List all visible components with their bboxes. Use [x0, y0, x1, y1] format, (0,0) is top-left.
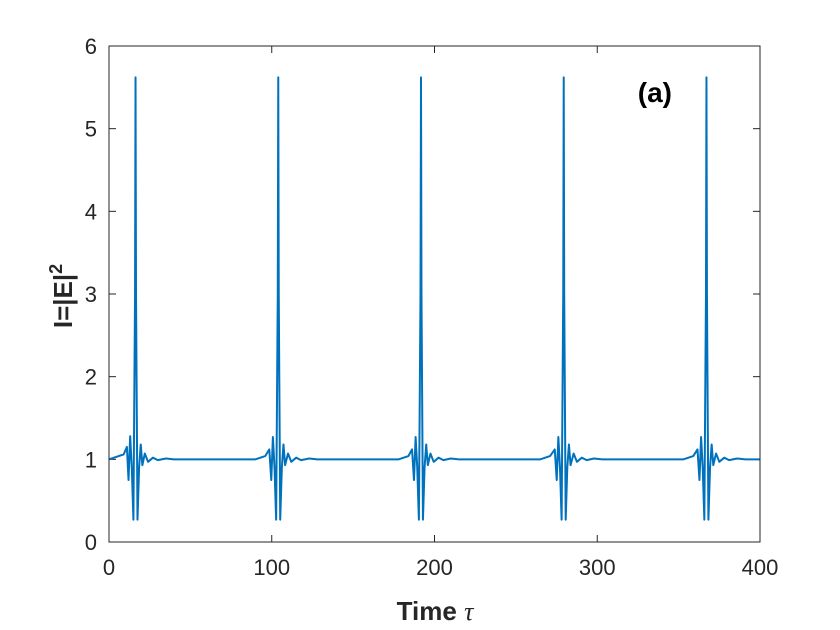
y-axis-title: I=|E|2: [46, 264, 78, 328]
pulse-peak-point: [562, 76, 565, 79]
x-axis-title-symbol: τ: [464, 597, 475, 626]
y-axis-title-superscript: 2: [46, 264, 66, 274]
tick-labels-layer: 0 100 200 300 400 0 1 2 3 4 5 6: [85, 34, 779, 580]
y-tick-label: 0: [85, 530, 97, 555]
y-tick-label: 1: [85, 447, 97, 472]
y-tick-label: 2: [85, 365, 97, 390]
y-axis-title-text: I=|E|: [48, 274, 78, 328]
y-tick-label: 5: [85, 117, 97, 142]
x-tick-label: 0: [103, 555, 115, 580]
plot-frame: [108, 45, 761, 543]
pulse-peak-point: [277, 76, 280, 79]
y-tick-label: 3: [85, 282, 97, 307]
x-axis-title: Time τ: [397, 596, 475, 626]
x-tick-label: 300: [579, 555, 616, 580]
pulse-peak-point: [705, 76, 708, 79]
x-axis-title-text: Time: [397, 596, 457, 626]
ticks-layer: [108, 45, 761, 543]
pulse-peak-point: [134, 76, 137, 79]
pulse-peak-point: [420, 76, 422, 79]
x-tick-label: 400: [742, 555, 779, 580]
panel-label: (a): [638, 77, 672, 108]
y-tick-label: 6: [85, 34, 97, 59]
x-tick-label: 200: [416, 555, 453, 580]
plot-layer: [108, 76, 760, 521]
x-tick-label: 100: [253, 555, 290, 580]
intensity-series-line: [108, 76, 760, 521]
y-tick-label: 4: [85, 199, 97, 224]
